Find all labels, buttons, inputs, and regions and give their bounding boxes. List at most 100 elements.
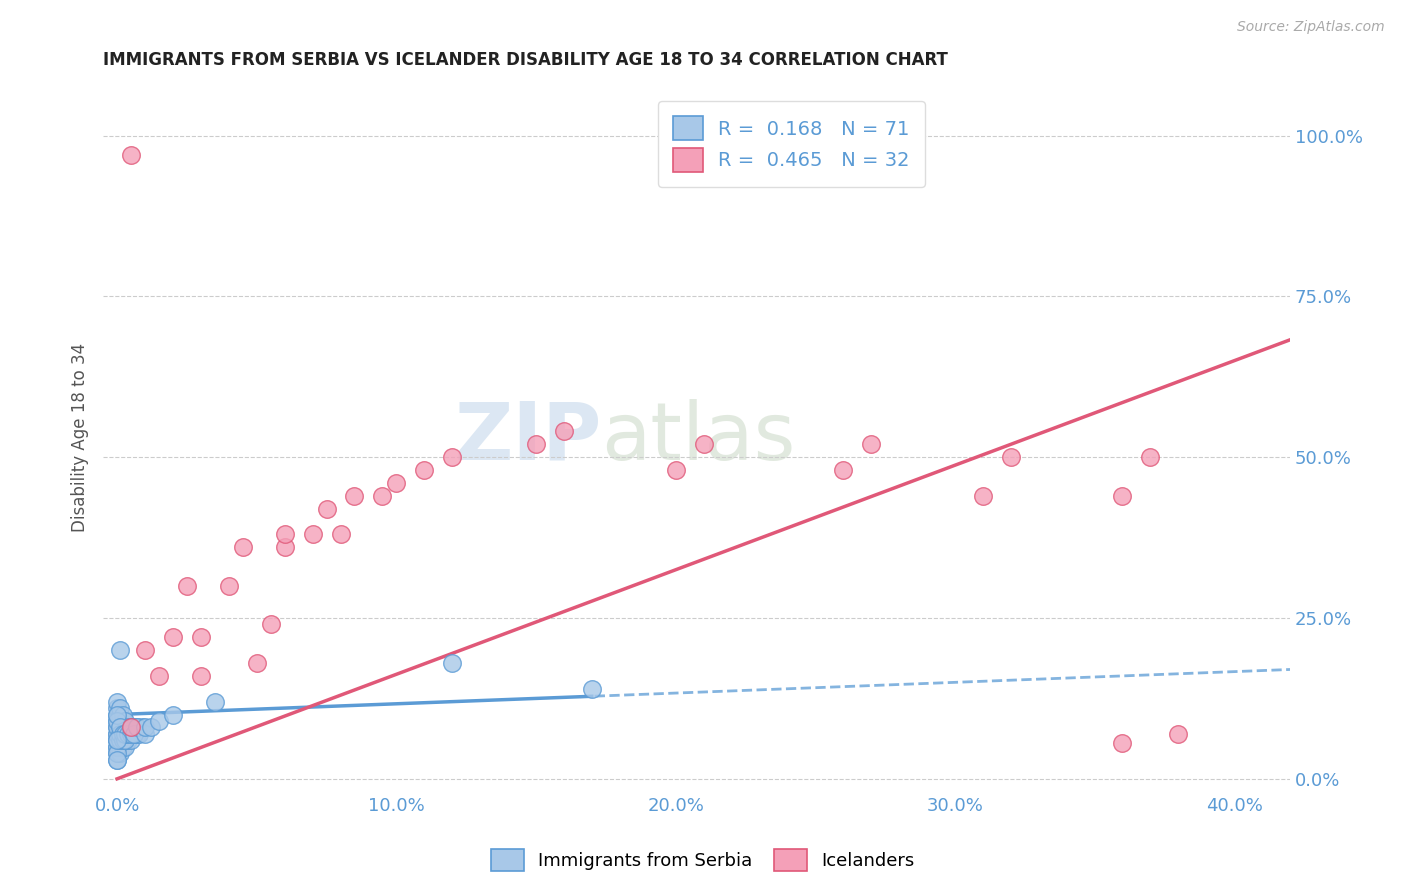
Point xyxy=(190,630,212,644)
Point xyxy=(665,463,688,477)
Point xyxy=(108,643,131,657)
Legend: Immigrants from Serbia, Icelanders: Immigrants from Serbia, Icelanders xyxy=(484,842,922,879)
Legend: R =  0.168   N = 71, R =  0.465   N = 32: R = 0.168 N = 71, R = 0.465 N = 32 xyxy=(658,101,925,187)
Point xyxy=(108,720,131,734)
Point xyxy=(162,630,184,644)
Point xyxy=(105,733,128,747)
Point xyxy=(1000,450,1022,465)
Point xyxy=(148,714,170,728)
Point xyxy=(315,501,337,516)
Point xyxy=(105,739,128,754)
Point xyxy=(162,707,184,722)
Point xyxy=(114,727,136,741)
Point xyxy=(111,714,134,728)
Point xyxy=(329,527,352,541)
Point xyxy=(108,720,131,734)
Point xyxy=(553,425,575,439)
Point xyxy=(120,720,142,734)
Point xyxy=(1139,450,1161,465)
Point xyxy=(232,541,254,555)
Point xyxy=(105,739,128,754)
Point xyxy=(105,746,128,760)
Point xyxy=(134,727,156,741)
Point xyxy=(108,727,131,741)
Point xyxy=(105,707,128,722)
Point xyxy=(117,727,139,741)
Text: Source: ZipAtlas.com: Source: ZipAtlas.com xyxy=(1237,20,1385,34)
Point xyxy=(108,739,131,754)
Text: atlas: atlas xyxy=(602,399,796,477)
Point xyxy=(117,720,139,734)
Point xyxy=(204,695,226,709)
Point xyxy=(246,656,269,670)
Point xyxy=(108,733,131,747)
Point xyxy=(122,727,145,741)
Point xyxy=(108,707,131,722)
Point xyxy=(105,701,128,715)
Point xyxy=(832,463,855,477)
Point xyxy=(111,720,134,734)
Point xyxy=(972,489,994,503)
Y-axis label: Disability Age 18 to 34: Disability Age 18 to 34 xyxy=(72,343,89,533)
Point xyxy=(692,437,714,451)
Point xyxy=(122,727,145,741)
Point xyxy=(105,752,128,766)
Point xyxy=(218,579,240,593)
Point xyxy=(105,727,128,741)
Point xyxy=(111,739,134,754)
Point xyxy=(128,727,150,741)
Point xyxy=(105,746,128,760)
Point xyxy=(111,727,134,741)
Point xyxy=(105,714,128,728)
Point xyxy=(1111,736,1133,750)
Point xyxy=(114,714,136,728)
Point xyxy=(120,720,142,734)
Point xyxy=(125,720,148,734)
Point xyxy=(120,733,142,747)
Point xyxy=(190,669,212,683)
Point xyxy=(122,720,145,734)
Point xyxy=(111,707,134,722)
Point xyxy=(105,707,128,722)
Point xyxy=(114,733,136,747)
Point xyxy=(413,463,436,477)
Point xyxy=(114,720,136,734)
Point xyxy=(273,541,295,555)
Point xyxy=(114,733,136,747)
Point xyxy=(108,714,131,728)
Point xyxy=(108,746,131,760)
Point xyxy=(125,727,148,741)
Point xyxy=(120,727,142,741)
Point xyxy=(176,579,198,593)
Point xyxy=(105,733,128,747)
Point xyxy=(105,727,128,741)
Point xyxy=(343,489,366,503)
Point xyxy=(581,681,603,696)
Point xyxy=(105,720,128,734)
Point xyxy=(524,437,547,451)
Point xyxy=(860,437,883,451)
Point xyxy=(117,727,139,741)
Point xyxy=(1167,727,1189,741)
Point xyxy=(301,527,323,541)
Text: IMMIGRANTS FROM SERBIA VS ICELANDER DISABILITY AGE 18 TO 34 CORRELATION CHART: IMMIGRANTS FROM SERBIA VS ICELANDER DISA… xyxy=(103,51,948,69)
Point xyxy=(273,527,295,541)
Point xyxy=(385,475,408,490)
Point xyxy=(139,720,162,734)
Point xyxy=(105,733,128,747)
Point xyxy=(111,727,134,741)
Point xyxy=(105,752,128,766)
Point xyxy=(131,720,153,734)
Point xyxy=(105,714,128,728)
Point xyxy=(371,489,394,503)
Point xyxy=(120,720,142,734)
Point xyxy=(111,733,134,747)
Text: ZIP: ZIP xyxy=(454,399,602,477)
Point xyxy=(441,450,464,465)
Point xyxy=(108,701,131,715)
Point xyxy=(134,720,156,734)
Point xyxy=(114,739,136,754)
Point xyxy=(260,617,283,632)
Point xyxy=(105,695,128,709)
Point xyxy=(441,656,464,670)
